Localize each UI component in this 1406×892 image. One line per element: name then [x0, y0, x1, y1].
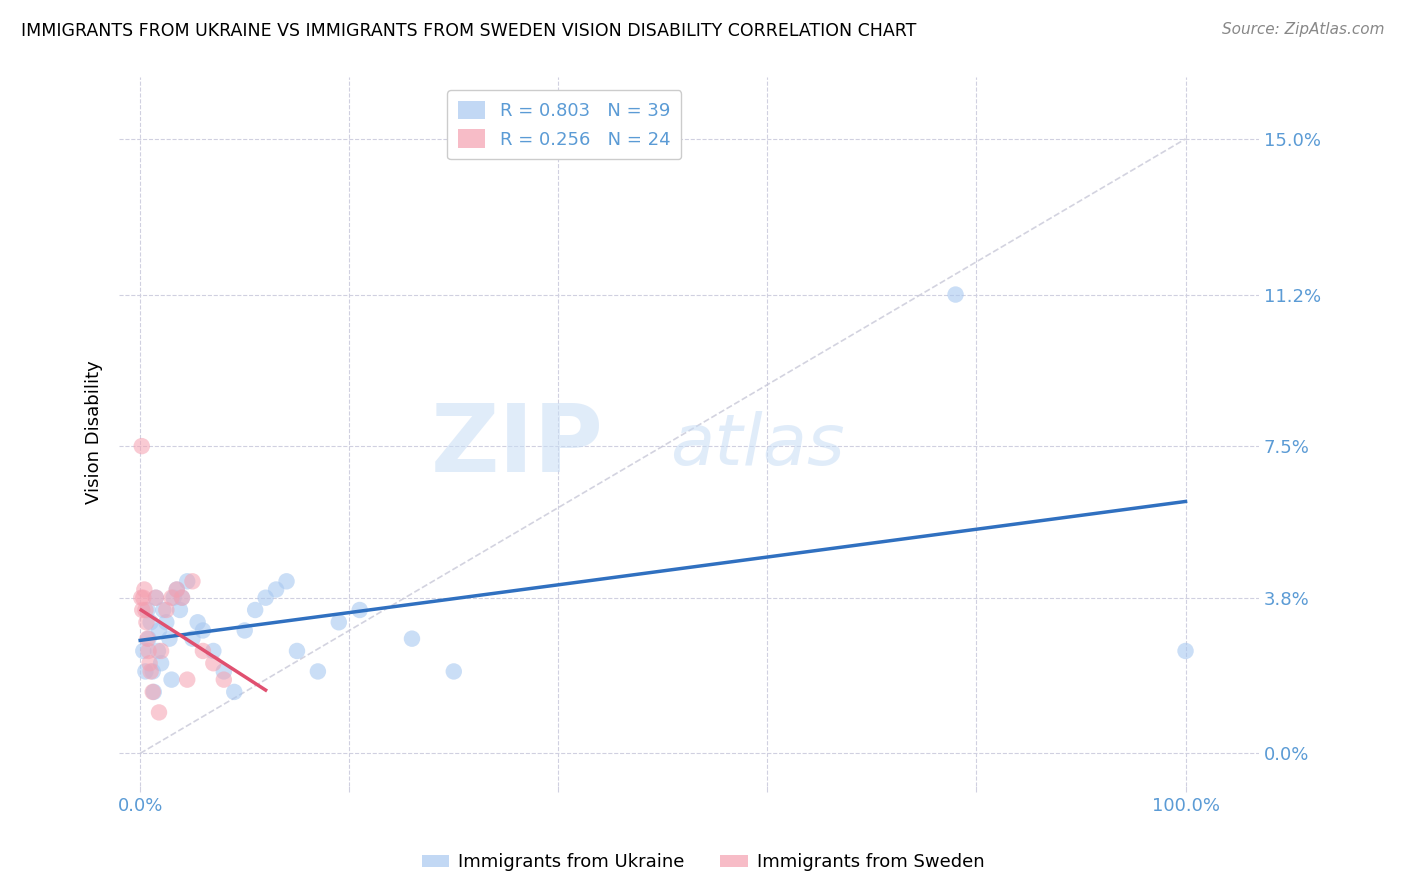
Legend: R = 0.803   N = 39, R = 0.256   N = 24: R = 0.803 N = 39, R = 0.256 N = 24: [447, 90, 681, 160]
Y-axis label: Vision Disability: Vision Disability: [86, 359, 103, 504]
Point: [224, 685, 246, 699]
Point: [132, 644, 155, 658]
Point: [160, 673, 183, 687]
Point: [176, 673, 198, 687]
Point: [145, 591, 167, 605]
Point: [142, 685, 165, 699]
Point: [307, 665, 329, 679]
Point: [150, 657, 173, 671]
Point: [212, 665, 235, 679]
Point: [131, 439, 153, 453]
Point: [233, 624, 256, 638]
Point: [162, 591, 184, 605]
Point: [139, 665, 162, 679]
Point: [134, 665, 156, 679]
Point: [328, 615, 350, 630]
Point: [150, 644, 173, 658]
Point: [191, 644, 214, 658]
Point: [176, 574, 198, 589]
Point: [276, 574, 298, 589]
Point: [191, 624, 214, 638]
Point: [155, 603, 177, 617]
Point: [212, 673, 235, 687]
Text: Source: ZipAtlas.com: Source: ZipAtlas.com: [1222, 22, 1385, 37]
Point: [254, 591, 277, 605]
Point: [138, 632, 160, 646]
Point: [187, 615, 209, 630]
Text: IMMIGRANTS FROM UKRAINE VS IMMIGRANTS FROM SWEDEN VISION DISABILITY CORRELATION : IMMIGRANTS FROM UKRAINE VS IMMIGRANTS FR…: [21, 22, 917, 40]
Point: [155, 615, 177, 630]
Point: [166, 582, 188, 597]
Point: [159, 632, 181, 646]
Point: [132, 591, 155, 605]
Point: [181, 574, 204, 589]
Point: [243, 603, 266, 617]
Point: [170, 591, 193, 605]
Point: [1174, 644, 1197, 658]
Point: [148, 706, 170, 720]
Point: [170, 591, 193, 605]
Point: [131, 603, 153, 617]
Legend: Immigrants from Ukraine, Immigrants from Sweden: Immigrants from Ukraine, Immigrants from…: [415, 847, 991, 879]
Point: [134, 582, 156, 597]
Point: [285, 644, 308, 658]
Point: [202, 644, 225, 658]
Point: [148, 624, 170, 638]
Point: [169, 603, 191, 617]
Point: [443, 665, 465, 679]
Point: [142, 665, 165, 679]
Point: [401, 632, 423, 646]
Point: [145, 591, 167, 605]
Point: [202, 657, 225, 671]
Point: [134, 603, 156, 617]
Point: [139, 615, 162, 630]
Point: [136, 603, 159, 617]
Point: [129, 591, 152, 605]
Point: [135, 615, 157, 630]
Point: [264, 582, 287, 597]
Text: atlas: atlas: [671, 411, 845, 481]
Text: ZIP: ZIP: [430, 400, 603, 492]
Point: [166, 582, 188, 597]
Point: [142, 685, 165, 699]
Point: [160, 591, 183, 605]
Point: [136, 632, 159, 646]
Point: [349, 603, 371, 617]
Point: [138, 657, 160, 671]
Point: [181, 632, 204, 646]
Point: [138, 644, 160, 658]
Point: [945, 287, 967, 301]
Point: [152, 603, 174, 617]
Point: [146, 644, 169, 658]
